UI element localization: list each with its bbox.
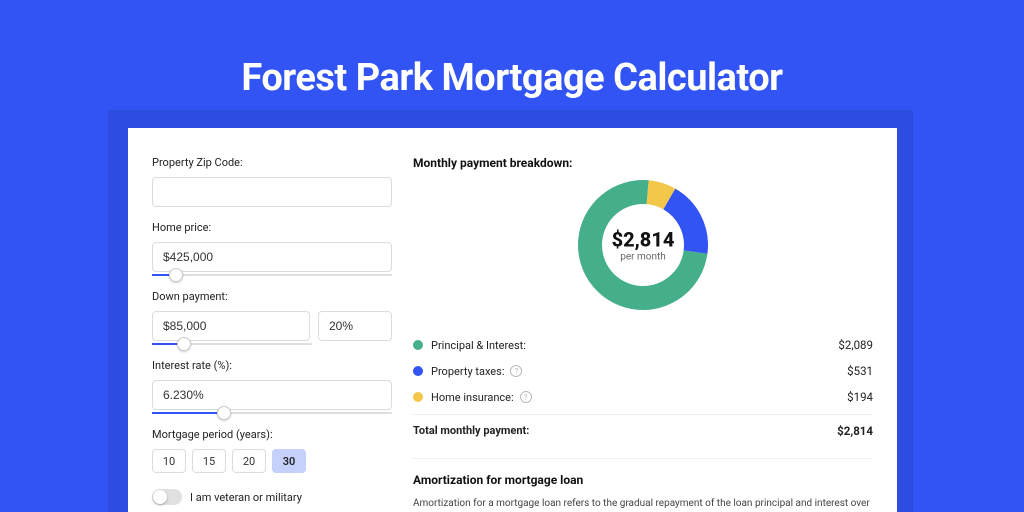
amortization-title: Amortization for mortgage loan [413,473,873,487]
veteran-toggle[interactable] [152,489,182,505]
amortization-text: Amortization for a mortgage loan refers … [413,497,873,512]
legend-row-1: Property taxes:? $531 [413,358,873,384]
help-icon[interactable]: ? [520,391,532,403]
interest-slider-thumb[interactable] [217,406,231,420]
period-button-20[interactable]: 20 [232,449,266,473]
legend-value: $194 [847,390,873,404]
zip-label: Property Zip Code: [152,156,392,169]
amortization-section: Amortization for mortgage loan Amortizat… [413,458,873,512]
legend-dot-icon [413,366,423,376]
legend-dot-icon [413,340,423,350]
veteran-toggle-knob [153,490,167,504]
down-payment-input[interactable] [152,311,310,341]
period-button-10[interactable]: 10 [152,449,186,473]
donut-wrap: $2,814 per month [413,180,873,310]
home-price-label: Home price: [152,221,392,234]
result-column: Monthly payment breakdown: $2,814 per mo… [413,156,873,512]
legend: Principal & Interest: $2,089 Property taxe… [413,332,873,440]
donut-sub: per month [612,252,675,263]
down-payment-row [152,311,392,341]
interest-slider-fill [152,412,224,414]
home-price-input[interactable] [152,242,392,272]
interest-field: Interest rate (%): [152,359,392,414]
legend-value: $2,089 [838,338,873,352]
legend-label: Property taxes: [431,365,504,378]
down-payment-slider[interactable] [152,343,312,345]
help-icon[interactable]: ? [510,365,522,377]
home-price-slider-thumb[interactable] [169,268,183,282]
form-column: Property Zip Code: Home price: Down paym… [152,156,392,505]
period-button-30[interactable]: 30 [272,449,306,473]
legend-total-label: Total monthly payment: [413,424,529,437]
home-price-slider[interactable] [152,274,392,276]
calculator-card: Property Zip Code: Home price: Down paym… [128,128,897,512]
interest-slider[interactable] [152,412,392,414]
breakdown-title: Monthly payment breakdown: [413,156,873,170]
legend-dot-icon [413,392,423,402]
period-label: Mortgage period (years): [152,428,392,441]
period-row: 10152030 [152,449,392,473]
interest-label: Interest rate (%): [152,359,392,372]
page-title: Forest Park Mortgage Calculator [0,56,1024,100]
down-payment-label: Down payment: [152,290,392,303]
home-price-field: Home price: [152,221,392,276]
zip-field: Property Zip Code: [152,156,392,207]
period-field: Mortgage period (years): 10152030 [152,428,392,473]
interest-input[interactable] [152,380,392,410]
legend-row-0: Principal & Interest: $2,089 [413,332,873,358]
legend-label: Home insurance: [431,391,514,404]
legend-label: Principal & Interest: [431,339,526,352]
veteran-label: I am veteran or military [190,491,302,504]
legend-value: $531 [847,364,873,378]
down-payment-pct-input[interactable] [318,311,392,341]
legend-total-value: $2,814 [837,424,873,438]
donut-center: $2,814 per month [612,228,675,263]
donut-amount: $2,814 [612,228,675,252]
page-background: Forest Park Mortgage Calculator Property… [0,0,1024,512]
down-payment-slider-thumb[interactable] [177,337,191,351]
down-payment-field: Down payment: [152,290,392,345]
zip-input[interactable] [152,177,392,207]
legend-row-2: Home insurance:? $194 [413,384,873,410]
period-button-15[interactable]: 15 [192,449,226,473]
legend-total-row: Total monthly payment: $2,814 [413,414,873,440]
veteran-row: I am veteran or military [152,489,392,505]
